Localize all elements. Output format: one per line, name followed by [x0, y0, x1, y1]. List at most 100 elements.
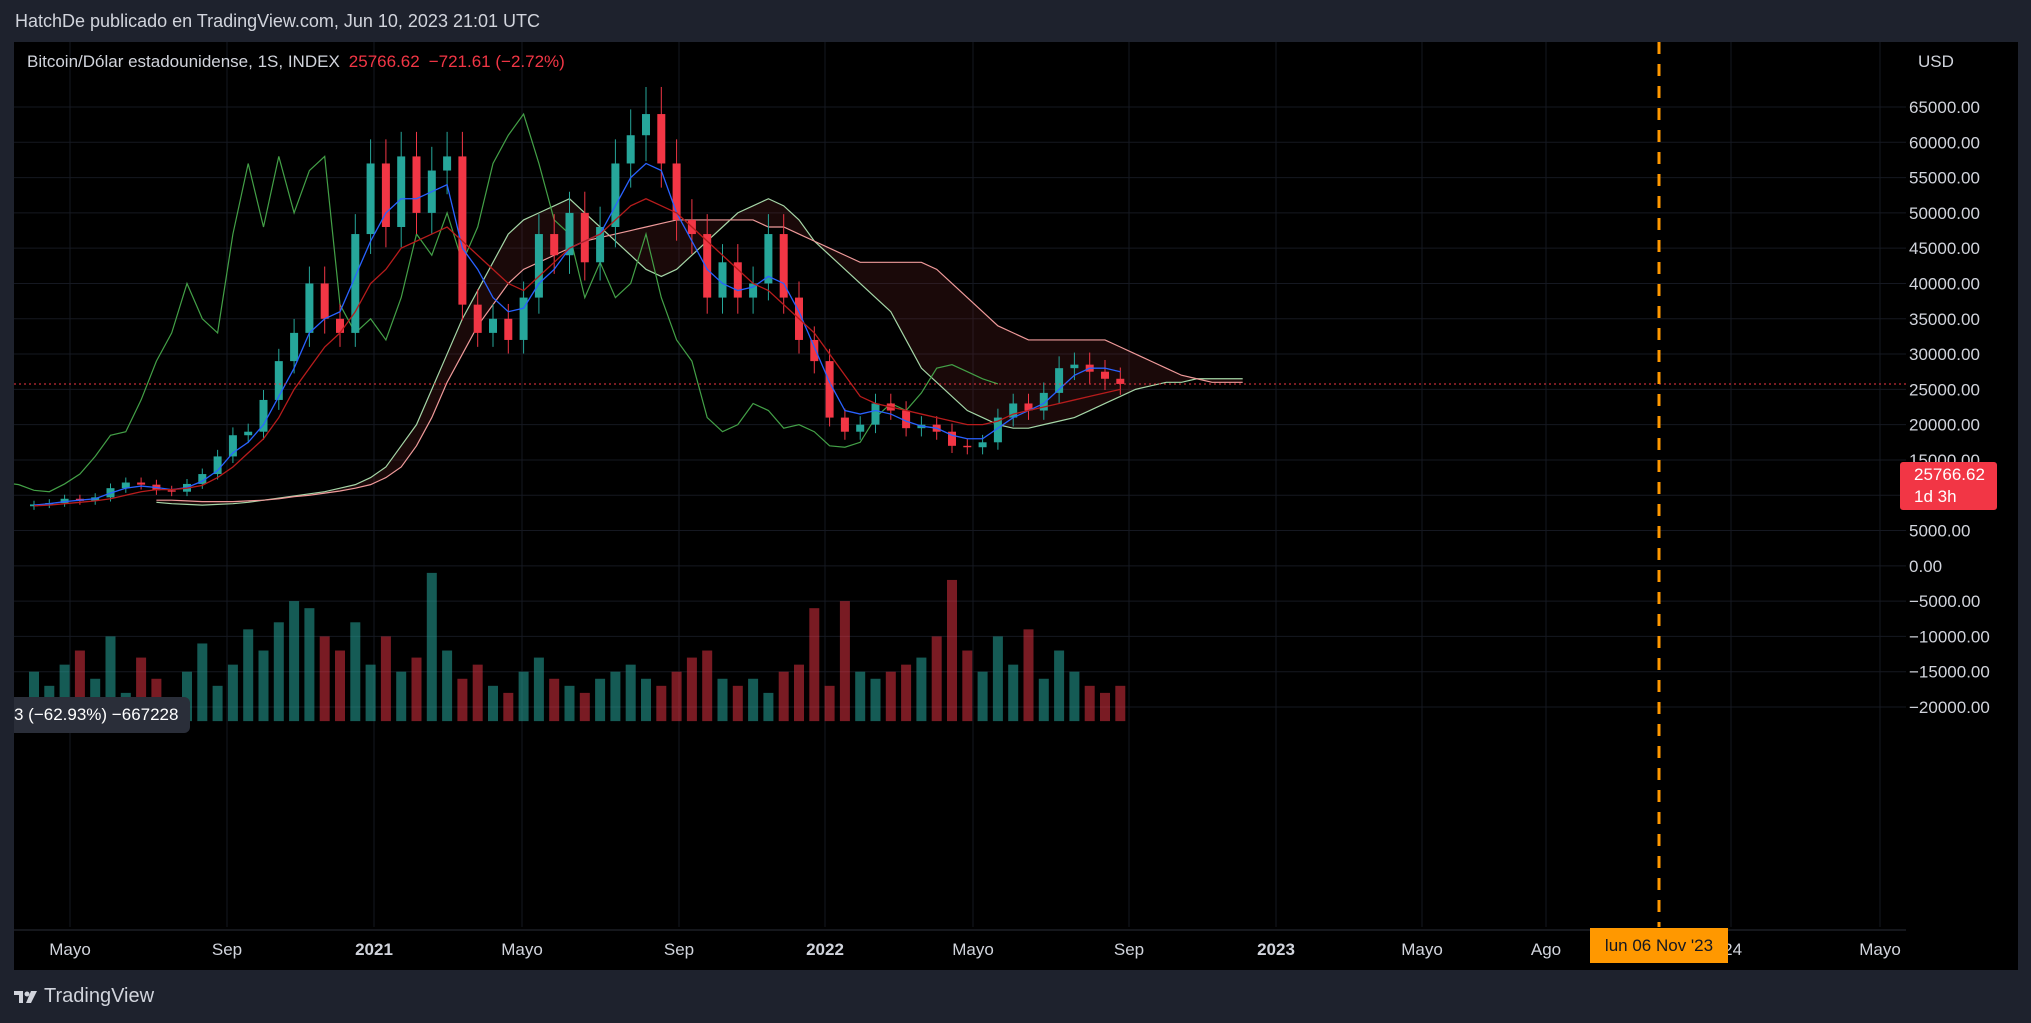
- y-tick-label: 55000.00: [1909, 169, 1980, 188]
- volume-bar: [977, 671, 988, 722]
- tradingview-logo-icon: [14, 990, 37, 1003]
- y-tick-label: 35000.00: [1909, 310, 1980, 329]
- volume-bar: [748, 678, 759, 722]
- volume-bar: [839, 601, 850, 722]
- candle-body: [764, 234, 773, 284]
- x-tick-label: Mayo: [1859, 940, 1901, 959]
- candle-body: [703, 234, 712, 298]
- x-tick-label: 2021: [355, 940, 393, 959]
- candle-body: [366, 163, 375, 235]
- volume-bar: [763, 692, 774, 722]
- footer-brand: TradingView: [44, 985, 155, 1007]
- volume-bar: [1038, 678, 1049, 722]
- volume-bar: [457, 678, 468, 722]
- volume-bar: [442, 650, 453, 722]
- last-price-tag: 25766.62 1d 3h: [1900, 462, 1997, 510]
- volume-bar: [610, 671, 621, 722]
- chart-legend[interactable]: Bitcoin/Dólar estadounidense, 1S, INDEX …: [27, 52, 565, 72]
- axis-unit-label: USD: [1918, 52, 1954, 71]
- x-tick-label: 2022: [806, 940, 844, 959]
- chart-svg[interactable]: 65000.00 60000.00 55000.00 50000.00 45000.00…: [14, 42, 2018, 970]
- date-crosshair-tag: lun 06 Nov '23: [1590, 928, 1728, 963]
- volume-bar: [595, 678, 606, 722]
- kijun-sen-line: [33, 198, 1121, 507]
- volume-bar: [533, 657, 544, 722]
- volume-bar: [717, 678, 728, 722]
- candle-body: [60, 498, 69, 503]
- y-tick-label: 25000.00: [1909, 380, 1980, 399]
- candle-body: [121, 482, 130, 489]
- candle-body: [825, 361, 834, 418]
- volume-bar: [686, 657, 697, 722]
- volume-bar: [380, 636, 391, 722]
- volume-bar: [855, 671, 866, 722]
- volume-bar: [947, 579, 957, 722]
- candle-body: [1101, 371, 1109, 379]
- volume-bar: [1069, 671, 1080, 722]
- volume-bar: [1084, 685, 1095, 722]
- senkou-span-b-line: [156, 219, 1243, 503]
- volume-bar: [992, 636, 1003, 722]
- volume-bar: [136, 657, 147, 722]
- y-tick-label: −20000.00: [1909, 698, 1990, 717]
- volume-bar: [304, 608, 315, 722]
- volume-bar: [1023, 629, 1034, 722]
- candle-body: [244, 431, 253, 436]
- chikou-span-line: [14, 112, 999, 493]
- y-tick-label: 60000.00: [1909, 133, 1980, 152]
- candle-body: [137, 482, 146, 485]
- candle-body: [1116, 378, 1125, 384]
- candle-body: [1070, 364, 1079, 369]
- volume-bar: [962, 650, 973, 722]
- senkou-span-a-line: [156, 198, 1243, 506]
- x-tick-label: Sep: [664, 940, 694, 959]
- volume-bar: [1008, 664, 1019, 722]
- candle-body: [534, 234, 543, 298]
- volume-bar: [335, 650, 345, 722]
- y-tick-label: 5000.00: [1909, 522, 1970, 541]
- candle-body: [902, 410, 911, 429]
- volume-bar: [579, 692, 590, 722]
- legend-price: 25766.62: [348, 52, 420, 71]
- volume-bar: [824, 685, 835, 722]
- candle-body: [167, 490, 176, 492]
- candle-body: [963, 445, 972, 448]
- candle-body: [443, 156, 452, 171]
- volume-bar: [212, 685, 223, 722]
- y-tick-label: 40000.00: [1909, 274, 1980, 293]
- volume-bar: [503, 692, 514, 722]
- volume-bar: [564, 685, 575, 722]
- candle-body: [473, 304, 482, 333]
- volume-bar: [488, 685, 498, 722]
- volume-bar: [273, 622, 284, 722]
- y-tick-label: −15000.00: [1909, 663, 1990, 682]
- footer[interactable]: TradingView: [14, 985, 154, 1008]
- volume-bar: [197, 643, 208, 722]
- candle-body: [1039, 392, 1048, 411]
- y-tick-label: 50000.00: [1909, 204, 1980, 223]
- legend-change: −721.61 (−2.72%): [428, 52, 565, 71]
- volume-bar: [549, 678, 560, 722]
- published-info: HatchDe publicado en TradingView.com, Ju…: [15, 10, 540, 31]
- candle-body: [320, 283, 329, 319]
- candle-body: [1024, 403, 1033, 411]
- y-tick-label: 45000.00: [1909, 239, 1980, 258]
- candle-body: [810, 339, 819, 362]
- candle-body: [1009, 403, 1018, 418]
- chart-area[interactable]: [14, 42, 2018, 970]
- volume-bar: [931, 636, 942, 722]
- volume-bar: [105, 636, 116, 722]
- volume-bar: [778, 671, 789, 722]
- candle-body: [580, 212, 589, 263]
- volume-bar: [702, 650, 713, 722]
- candle-body: [381, 163, 390, 227]
- volume-bar: [426, 572, 437, 722]
- candle-body: [489, 318, 497, 333]
- volume-bar: [656, 685, 667, 722]
- volume-bar: [319, 636, 330, 722]
- x-tick-label: Mayo: [952, 940, 994, 959]
- measure-tag: 3 (−62.93%) −667228: [14, 697, 191, 733]
- candle-body: [213, 456, 222, 475]
- candle-body: [657, 114, 666, 164]
- x-tick-label: Mayo: [1401, 940, 1443, 959]
